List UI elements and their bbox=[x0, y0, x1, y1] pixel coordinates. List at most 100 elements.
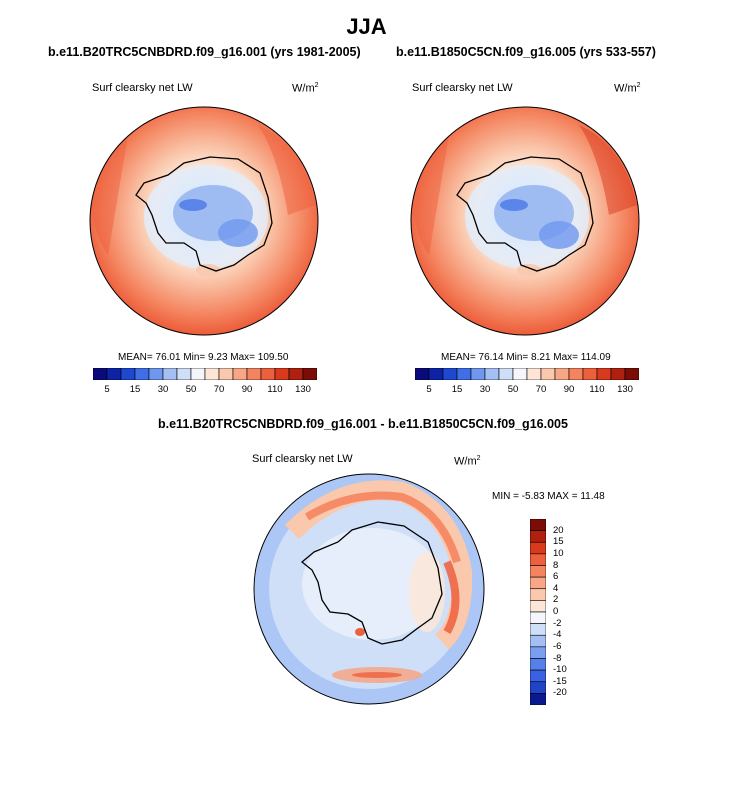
diff-colorbar-label: 4 bbox=[553, 582, 559, 594]
panel-2-colorbar-label: 110 bbox=[589, 384, 605, 395]
diff-colorbar-swatch bbox=[530, 588, 546, 601]
panel-1-colorbar-swatch bbox=[218, 368, 234, 380]
diff-panel-map-border bbox=[253, 473, 485, 705]
panel-2-colorbar-swatch bbox=[526, 368, 542, 380]
diff-colorbar-label: 2 bbox=[553, 594, 559, 606]
panel-2-colorbar-swatch bbox=[415, 368, 430, 380]
panel-1-colorbar-label: 110 bbox=[267, 384, 283, 395]
diff-colorbar-swatch bbox=[530, 553, 546, 566]
panel-2-colorbar-label: 70 bbox=[535, 384, 547, 395]
diff-colorbar-swatch bbox=[530, 519, 546, 531]
panel-2-map-border bbox=[410, 106, 640, 336]
panel-1-title: b.e11.B20TRC5CNBDRD.f09_g16.001 (yrs 198… bbox=[48, 45, 361, 59]
panel-1-colorbar-swatch bbox=[162, 368, 178, 380]
panel-1-colorbar-label: 15 bbox=[129, 384, 141, 395]
panel-2-colorbar-label: 5 bbox=[426, 384, 432, 395]
panel-1-variable: Surf clearsky net LW bbox=[92, 82, 193, 94]
diff-colorbar-label: 10 bbox=[553, 547, 564, 559]
diff-colorbar-label: 6 bbox=[553, 571, 559, 583]
diff-colorbar-label: 20 bbox=[553, 524, 564, 536]
diff-panel-map bbox=[253, 473, 485, 705]
panel-2-title: b.e11.B1850C5CN.f09_g16.005 (yrs 533-557… bbox=[396, 45, 656, 59]
diff-colorbar-labels: 20 15 10 8 6 4 2 0 -2 -4 -6 -8 -10 -15 -20 bbox=[550, 519, 590, 705]
panel-1-colorbar-swatch bbox=[134, 368, 150, 380]
panel-1-colorbar-swatch bbox=[204, 368, 220, 380]
diff-colorbar-swatch bbox=[530, 565, 546, 578]
panel-2-colorbar-swatch bbox=[428, 368, 444, 380]
diff-colorbar-swatch bbox=[530, 634, 546, 648]
panel-2-colorbar bbox=[415, 368, 639, 380]
panel-1-stats: MEAN= 76.01 Min= 9.23 Max= 109.50 bbox=[118, 352, 289, 363]
panel-1-colorbar-label: 50 bbox=[185, 384, 197, 395]
diff-panel-units: W/m2 bbox=[454, 455, 481, 468]
panel-1-coastline bbox=[135, 156, 273, 272]
panel-2-colorbar-label: 15 bbox=[451, 384, 463, 395]
panel-2-colorbar-swatch bbox=[624, 368, 639, 380]
diff-colorbar-label: -2 bbox=[553, 617, 562, 629]
panel-2-colorbar-label: 130 bbox=[617, 384, 633, 395]
diff-colorbar-swatch bbox=[530, 530, 546, 543]
diff-colorbar-label: -8 bbox=[553, 652, 562, 664]
diff-colorbar-swatch bbox=[530, 576, 546, 590]
diff-panel-variable: Surf clearsky net LW bbox=[252, 453, 353, 465]
diff-panel-stats: MIN = -5.83 MAX = 11.48 bbox=[492, 491, 605, 502]
panel-2-colorbar-swatch bbox=[540, 368, 556, 380]
panel-1-colorbar-label: 130 bbox=[295, 384, 311, 395]
panel-1-units: W/m2 bbox=[292, 82, 319, 95]
panel-1-colorbar-swatch bbox=[190, 368, 206, 380]
panel-1-colorbar-labels: 5 15 30 50 70 90 110 130 bbox=[93, 384, 317, 398]
panel-2-colorbar-swatch bbox=[610, 368, 626, 380]
diff-colorbar-swatch bbox=[530, 623, 546, 636]
panel-1-colorbar-swatch bbox=[260, 368, 276, 380]
panel-1-colorbar-swatch bbox=[302, 368, 317, 380]
panel-1-colorbar bbox=[93, 368, 317, 380]
panel-1-colorbar-label: 5 bbox=[104, 384, 110, 395]
diff-colorbar-label: 8 bbox=[553, 559, 559, 571]
diff-panel-coastline bbox=[300, 521, 443, 645]
panel-2-stats: MEAN= 76.14 Min= 8.21 Max= 114.09 bbox=[441, 352, 611, 363]
diff-colorbar-swatch bbox=[530, 646, 546, 659]
panel-1-colorbar-swatch bbox=[93, 368, 108, 380]
diff-colorbar-label: -6 bbox=[553, 640, 562, 652]
diff-colorbar-swatch bbox=[530, 693, 546, 705]
panel-2-coastline bbox=[456, 156, 594, 272]
panel-2-colorbar-swatch bbox=[442, 368, 458, 380]
panel-1-colorbar-swatch bbox=[106, 368, 122, 380]
panel-1-colorbar-swatch bbox=[288, 368, 304, 380]
panel-2-colorbar-swatch bbox=[498, 368, 514, 380]
panel-2-map bbox=[410, 106, 640, 336]
diff-colorbar-swatch bbox=[530, 611, 546, 624]
panel-2-colorbar-swatch bbox=[568, 368, 584, 380]
panel-1-colorbar-swatch bbox=[176, 368, 192, 380]
diff-colorbar-swatch bbox=[530, 669, 546, 683]
panel-2-colorbar-swatch bbox=[582, 368, 598, 380]
diff-colorbar-label: 15 bbox=[553, 536, 564, 548]
panel-1-colorbar-swatch bbox=[148, 368, 164, 380]
panel-2-colorbar-label: 30 bbox=[479, 384, 491, 395]
panel-1-colorbar-swatch bbox=[274, 368, 290, 380]
panel-1-colorbar-label: 70 bbox=[213, 384, 225, 395]
panel-2-colorbar-swatch bbox=[596, 368, 612, 380]
panel-2-colorbar-label: 50 bbox=[507, 384, 519, 395]
panel-1-map bbox=[89, 106, 319, 336]
panel-1-colorbar-label: 30 bbox=[157, 384, 169, 395]
panel-2-colorbar-swatch bbox=[484, 368, 500, 380]
panel-1-colorbar-label: 90 bbox=[241, 384, 253, 395]
diff-colorbar-label: -4 bbox=[553, 629, 562, 641]
diff-colorbar-label: 0 bbox=[553, 606, 559, 617]
diff-colorbar-swatch bbox=[530, 541, 546, 555]
diff-colorbar-swatch bbox=[530, 681, 546, 694]
panel-2-colorbar-swatch bbox=[470, 368, 486, 380]
diff-panel-title: b.e11.B20TRC5CNBDRD.f09_g16.001 - b.e11.… bbox=[158, 417, 568, 431]
panel-2-units: W/m2 bbox=[614, 82, 641, 95]
panel-1-map-border bbox=[89, 106, 319, 336]
diff-colorbar-label: -15 bbox=[553, 675, 567, 687]
diff-colorbar-swatch bbox=[530, 658, 546, 671]
panel-2-colorbar-swatch bbox=[512, 368, 528, 380]
diff-colorbar-swatch bbox=[530, 600, 546, 613]
season-title: JJA bbox=[346, 14, 387, 39]
diff-colorbar-label: -10 bbox=[553, 664, 567, 676]
panel-2-colorbar-labels: 5 15 30 50 70 90 110 130 bbox=[415, 384, 639, 398]
panel-2-colorbar-label: 90 bbox=[563, 384, 575, 395]
panel-1-colorbar-swatch bbox=[232, 368, 248, 380]
